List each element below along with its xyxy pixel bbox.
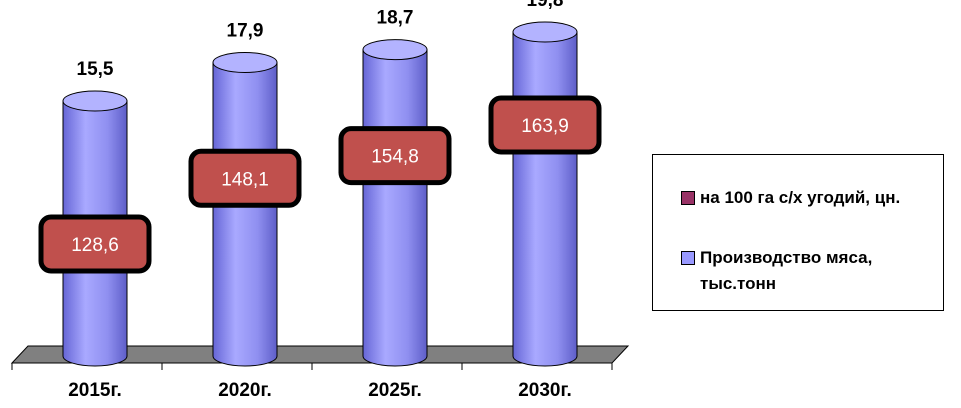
legend-swatch-per-100ha <box>681 191 695 205</box>
secondary-value-box <box>38 214 152 274</box>
secondary-value-box <box>488 95 602 155</box>
cylinder-bar-3 <box>362 39 428 367</box>
cylinder-top <box>362 39 428 61</box>
cylinder-value-label: 18,7 <box>377 8 414 29</box>
cylinder-top <box>212 51 278 73</box>
secondary-value-label: 163,9 <box>521 116 569 137</box>
cylinder-bar-2 <box>212 51 278 367</box>
legend-label-meat-production: Производство мяса, тыс.тонн <box>700 248 873 293</box>
legend-swatch-meat-production <box>681 251 695 265</box>
secondary-value-label: 128,6 <box>71 235 119 256</box>
x-tick-label: 2015г. <box>68 380 122 401</box>
x-tick-label: 2025г. <box>368 380 422 401</box>
cylinder-body <box>512 31 578 367</box>
x-tick-label: 2030г. <box>518 380 572 401</box>
secondary-value-box <box>338 126 452 186</box>
secondary-value-box <box>188 148 302 208</box>
legend-item-meat-production: Производство мяса, тыс.тонн <box>681 245 872 297</box>
cylinder-value-label: 19,8 <box>527 0 564 11</box>
secondary-value-label: 154,8 <box>371 147 419 168</box>
cylinder-bar-4 <box>512 21 578 367</box>
legend-item-per-100ha: на 100 га с/х угодий, цн. <box>681 185 900 211</box>
cylinder-top <box>512 21 578 43</box>
cylinder-body <box>212 61 278 367</box>
cylinder-value-label: 15,5 <box>77 59 114 80</box>
cylinder-value-label: 17,9 <box>227 20 264 41</box>
cylinder-top <box>62 90 128 112</box>
legend: на 100 га с/х угодий, цн. Производство м… <box>652 154 944 311</box>
x-tick-label: 2020г. <box>218 380 272 401</box>
secondary-value-label: 148,1 <box>221 169 269 190</box>
legend-label-per-100ha: на 100 га с/х угодий, цн. <box>700 188 901 207</box>
cylinder-body <box>362 49 428 367</box>
